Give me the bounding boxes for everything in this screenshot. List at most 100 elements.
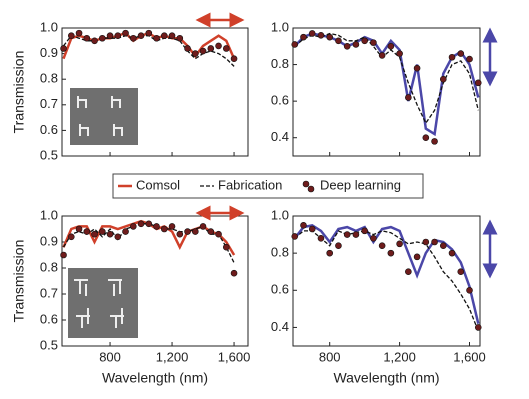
data-point	[153, 34, 160, 42]
data-point	[457, 50, 465, 57]
y-tick-label: 0.8	[271, 245, 289, 260]
data-point	[405, 94, 412, 101]
y-tick-label: 0.6	[40, 122, 58, 137]
data-point	[396, 240, 403, 248]
legend-label: Deep learning	[320, 177, 401, 192]
data-point	[326, 33, 334, 41]
data-point	[207, 45, 215, 52]
data-point	[106, 230, 114, 238]
x-tick-label: 800	[99, 349, 121, 364]
y-tick-label: 1.0	[40, 19, 58, 34]
data-point	[343, 42, 351, 50]
y-tick-label: 0.4	[271, 319, 289, 334]
panel: 0.4 0.6 0.8 1.0	[271, 19, 482, 157]
data-point	[413, 64, 421, 72]
data-point	[176, 230, 184, 238]
series-line	[294, 230, 479, 332]
legend-label: Fabrication	[218, 177, 282, 192]
plot-frame	[292, 27, 481, 157]
x-tick-label: 1,200	[156, 349, 189, 364]
data-point	[153, 223, 160, 230]
data-point	[161, 32, 168, 39]
y-tick-label: 0.5	[40, 147, 58, 162]
data-point	[207, 228, 215, 235]
x-axis-title: Wavelength (nm)	[333, 370, 439, 386]
data-point	[474, 324, 482, 331]
data-point	[308, 30, 316, 37]
data-point	[83, 34, 91, 42]
data-point	[130, 34, 137, 42]
legend-swatch	[307, 185, 315, 193]
series-line	[294, 32, 479, 125]
data-point	[168, 223, 176, 230]
data-point	[145, 29, 153, 37]
y-tick-label: 1.0	[271, 19, 289, 34]
data-point	[457, 268, 465, 276]
data-point	[317, 234, 325, 242]
data-point	[300, 221, 307, 229]
y-tick-label: 0.6	[271, 282, 289, 297]
data-point	[176, 34, 184, 42]
legend-box	[112, 173, 424, 199]
data-point	[317, 32, 325, 39]
x-tick-label: 1,600	[453, 349, 486, 364]
data-point	[60, 45, 67, 52]
data-point	[361, 37, 368, 45]
data-point	[405, 268, 412, 276]
data-point	[192, 228, 199, 235]
y-tick-label: 0.4	[271, 129, 289, 144]
y-tick-label: 0.7	[40, 285, 58, 300]
data-point	[474, 79, 482, 87]
data-point	[68, 233, 75, 241]
inset-image	[70, 88, 138, 145]
data-point	[75, 29, 83, 37]
data-point	[378, 52, 386, 59]
panel: 0.5 0.6 0.7 0.8 0.9 1.0 Transmission	[11, 19, 249, 162]
data-point	[223, 243, 230, 251]
data-point	[137, 32, 145, 39]
data-point	[291, 233, 299, 240]
data-point	[343, 231, 351, 238]
panel: 0.5 0.6 0.7 0.8 0.9 1.0 800 1,200 1,600 Wavelengt…	[11, 207, 251, 385]
y-tick-label: 0.8	[40, 71, 58, 86]
legend-swatch	[302, 180, 310, 188]
x-tick-label: 1,200	[383, 349, 416, 364]
data-point	[387, 249, 395, 257]
data-point	[137, 220, 145, 228]
plot-frame	[61, 215, 249, 347]
data-point	[199, 47, 207, 55]
data-point	[352, 231, 360, 238]
data-point	[168, 32, 176, 39]
data-point	[300, 33, 307, 41]
data-point	[75, 225, 83, 233]
data-point	[431, 138, 438, 145]
data-point	[466, 286, 473, 294]
data-point	[396, 50, 403, 57]
data-point	[145, 220, 153, 228]
y-tick-label: 0.9	[40, 45, 58, 60]
x-axis-title: Wavelength (nm)	[102, 370, 208, 386]
data-point	[91, 230, 98, 238]
data-point	[99, 34, 106, 42]
data-point	[130, 223, 137, 230]
data-point	[439, 242, 447, 250]
data-point	[413, 253, 421, 261]
data-point	[335, 242, 342, 250]
y-axis-title: Transmission	[11, 51, 27, 134]
plot-frame	[61, 27, 249, 157]
data-point	[184, 45, 191, 52]
data-point	[199, 223, 207, 230]
data-point	[448, 53, 456, 61]
data-point	[387, 42, 395, 50]
data-point	[161, 225, 168, 233]
x-tick-label: 1,600	[218, 349, 251, 364]
data-point	[230, 269, 238, 277]
data-point	[335, 37, 342, 45]
data-point	[422, 134, 430, 142]
series-line	[293, 32, 480, 137]
data-point	[370, 234, 377, 242]
data-point	[291, 41, 299, 48]
data-point	[370, 39, 377, 46]
y-tick-label: 0.8	[271, 56, 289, 71]
